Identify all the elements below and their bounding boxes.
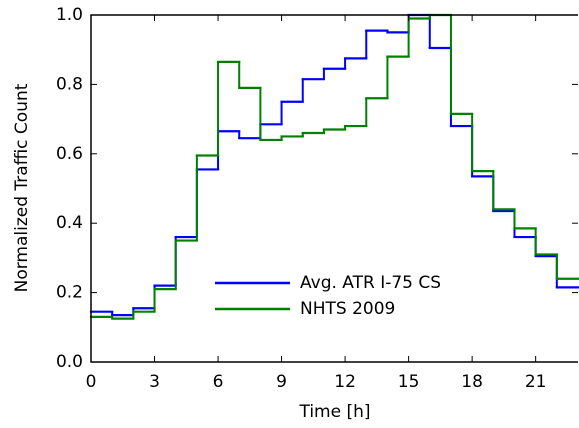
x-tick-label: 15 — [398, 372, 420, 392]
y-tick-label: 0.8 — [56, 74, 83, 94]
x-tick-label: 0 — [86, 372, 97, 392]
y-tick-label: 0.4 — [56, 213, 83, 233]
x-tick-label: 18 — [461, 372, 483, 392]
x-axis-label: Time [h] — [298, 402, 370, 422]
x-tick-label: 12 — [334, 372, 356, 392]
y-tick-label: 0.6 — [56, 144, 83, 164]
legend-label: NHTS 2009 — [300, 299, 395, 319]
y-tick-label: 1.0 — [56, 5, 83, 25]
x-tick-label: 6 — [213, 372, 224, 392]
x-tick-label: 3 — [149, 372, 160, 392]
y-tick-label: 0.0 — [56, 352, 83, 372]
y-tick-label: 0.2 — [56, 283, 83, 303]
plot-frame — [90, 14, 578, 363]
legend-label: Avg. ATR I-75 CS — [300, 273, 441, 293]
y-axis-label: Normalized Traffic Count — [12, 83, 32, 292]
x-tick-label: 9 — [276, 372, 287, 392]
x-tick-label: 21 — [525, 372, 547, 392]
